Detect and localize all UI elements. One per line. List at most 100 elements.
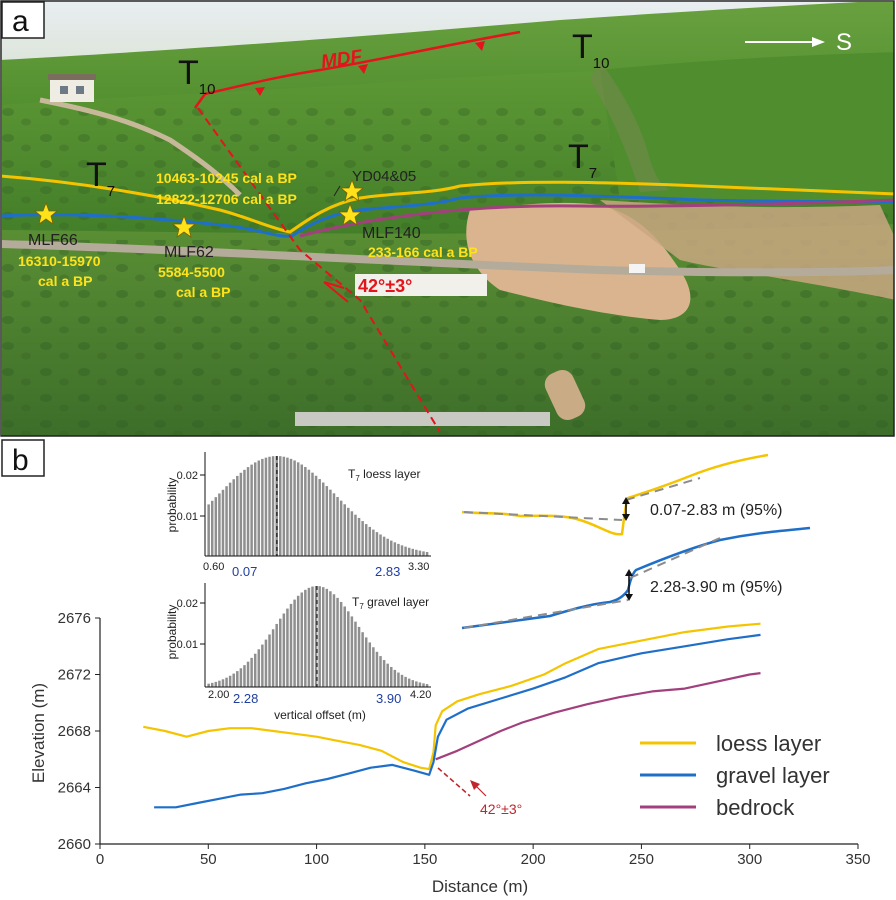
hist-bar: [418, 682, 422, 687]
hist-bar: [250, 657, 253, 687]
terrace-T7-right: T7: [568, 138, 597, 182]
hist-bar: [314, 586, 318, 687]
sample-age-YD-1: 10463-10245 cal a BP: [156, 170, 297, 186]
hist-bar: [415, 681, 418, 687]
star-MLF140: [337, 202, 363, 226]
hist-bar: [261, 458, 264, 556]
hist-bar: [382, 660, 386, 687]
road-lower: [2, 240, 894, 277]
hist-bar: [253, 653, 257, 687]
bedrock-boundary-line: [299, 198, 894, 238]
fault-projection-dashed: [197, 107, 441, 433]
hist-bar: [379, 656, 382, 687]
x-tick-label: 300: [737, 851, 762, 868]
fault-barb-3: [475, 41, 485, 51]
hist2-xtick-min: 2.00: [208, 689, 229, 701]
hist-bar: [304, 589, 307, 687]
hist-bar: [311, 586, 314, 687]
histogram-loess-bars: [207, 456, 429, 556]
hist-bar: [329, 591, 332, 687]
hist-bar: [221, 489, 225, 556]
y-tick-label: 2672: [58, 667, 91, 684]
hist-bar: [321, 482, 325, 556]
histogram-loess: 0.02 0.01 probability T7 loess layer 0.6…: [165, 452, 431, 579]
hist-bar: [329, 489, 332, 556]
hist-bar: [397, 672, 400, 687]
hist-bar: [286, 457, 289, 556]
white-wall: [355, 274, 487, 296]
hist2-ci-low: 2.28: [233, 691, 258, 706]
legend: loess layer gravel layer bedrock: [640, 731, 830, 820]
hist-bar: [257, 649, 261, 687]
hist-bar: [418, 550, 422, 556]
hist-bar: [282, 456, 286, 556]
hist-bar: [357, 517, 361, 556]
x-tick-label: 50: [200, 851, 217, 868]
hist-bar: [243, 665, 246, 687]
hist-bar: [339, 601, 343, 687]
offset-loess-label: 0.07-2.83 m (95%): [650, 502, 783, 519]
hist1-xtick-min: 0.60: [203, 561, 224, 573]
hist-bar: [390, 666, 393, 687]
hist-bar: [347, 611, 350, 687]
hist2-xlabel: vertical offset (m): [274, 708, 366, 722]
offset-schematic-loess: 0.07-2.83 m (95%): [461, 453, 783, 536]
hist-bar: [225, 486, 228, 556]
hist-bar: [318, 586, 321, 687]
hist-bar: [425, 684, 429, 687]
dirt-road-upper: [39, 97, 242, 197]
sample-age-MLF62-2: cal a BP: [176, 284, 230, 300]
terrace-T7-left: T7: [86, 156, 115, 200]
histogram-gravel-bars: [207, 586, 429, 687]
hist-bar: [422, 551, 425, 556]
hist-bar: [382, 536, 386, 556]
hist-bar: [364, 524, 368, 556]
hist-bar: [300, 592, 304, 687]
hist1-title: T7 loess layer: [348, 467, 421, 483]
hist-bar: [261, 644, 264, 687]
dip-label-b: 42°±3°: [480, 801, 522, 817]
hist-bar: [239, 668, 243, 687]
hist-bar: [257, 460, 261, 556]
hist-bar: [350, 616, 354, 687]
sample-age-MLF62-1: 5584-5500: [158, 264, 225, 280]
hist-bar: [354, 514, 357, 556]
hist-bar: [411, 680, 415, 687]
fault-barb-2: [358, 64, 368, 74]
hist-bar: [400, 545, 404, 556]
hist-bar: [300, 464, 304, 556]
hist-bar: [239, 472, 243, 556]
hist-bar: [318, 479, 321, 556]
y-tick-label: 2676: [58, 610, 91, 627]
hist-bar: [336, 597, 339, 687]
offset-schematic-gravel: 2.28-3.90 m (95%): [461, 526, 811, 630]
hist-bar: [400, 674, 404, 687]
hist1-xtick-max: 3.30: [408, 561, 429, 573]
hist-bar: [304, 467, 307, 556]
hist-bar: [232, 479, 235, 556]
x-tick-label: 350: [845, 851, 870, 868]
hist-bar: [361, 521, 364, 556]
hist-bar: [236, 671, 239, 687]
series-gravel-layer: [154, 633, 761, 809]
hist2-ytick-0.01: 0.01: [177, 639, 198, 651]
hist-bar: [225, 677, 228, 687]
hist-bar: [422, 683, 425, 687]
hist-bar: [279, 618, 282, 687]
right-hill: [600, 52, 894, 200]
hist-bar: [425, 552, 429, 556]
direction-indicator: S: [745, 29, 852, 56]
hist-bar: [368, 642, 372, 687]
hist-bar: [372, 529, 375, 556]
dip-arc: [323, 281, 349, 303]
sample-leader-YD: [333, 185, 341, 197]
hist-bar: [336, 496, 339, 556]
panel-a-label-box: [1, 1, 45, 39]
series-bedrock: [435, 672, 761, 761]
hist-bar: [343, 504, 346, 556]
profile-fault-dip: 42°±3°: [437, 767, 522, 817]
hist-bar: [361, 632, 364, 687]
hist-bar: [404, 676, 407, 687]
hist-bar: [343, 606, 346, 687]
hist2-ci-high: 3.90: [376, 691, 401, 706]
